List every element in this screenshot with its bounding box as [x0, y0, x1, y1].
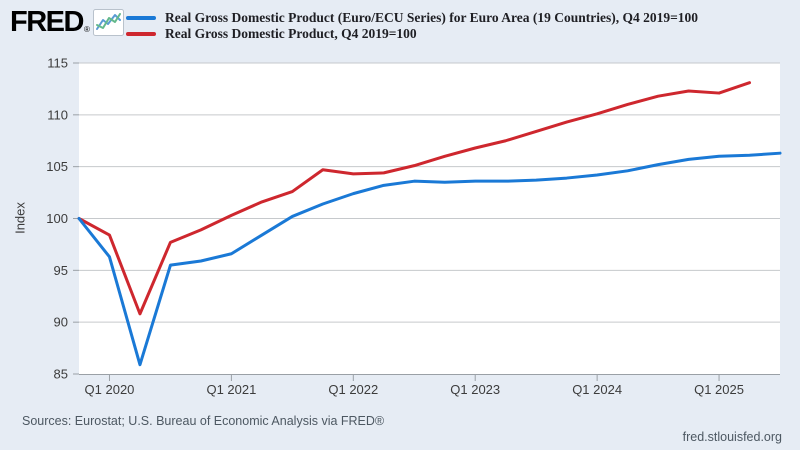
y-tick-label: 85 [54, 367, 68, 382]
sparkline-chart-icon [92, 9, 124, 36]
y-tick-label: 115 [47, 56, 68, 71]
x-tick-label: Q1 2025 [694, 382, 744, 397]
legend-swatch-euro-area [126, 16, 156, 20]
y-tick-label: 100 [46, 211, 68, 226]
chart-legend: Real Gross Domestic Product (Euro/ECU Se… [126, 10, 698, 42]
legend-swatch-us [126, 32, 156, 36]
fred-site-link[interactable]: fred.stlouisfed.org [682, 430, 782, 444]
y-tick-label: 90 [54, 315, 68, 330]
legend-item-euro-area: Real Gross Domestic Product (Euro/ECU Se… [126, 10, 698, 26]
x-tick-label: Q1 2024 [572, 382, 622, 397]
fred-logo-text: FRED [10, 6, 84, 38]
x-tick-label: Q1 2020 [85, 382, 135, 397]
fred-logo: FRED ® [10, 6, 124, 39]
legend-label-euro-area: Real Gross Domestic Product (Euro/ECU Se… [165, 10, 699, 25]
x-tick-label: Q1 2023 [450, 382, 500, 397]
registered-mark: ® [83, 25, 90, 34]
y-tick-label: 95 [54, 263, 68, 278]
x-tick-label: Q1 2022 [328, 382, 378, 397]
legend-label-us: Real Gross Domestic Product, Q4 2019=100 [165, 26, 417, 41]
x-tick-label: Q1 2021 [206, 382, 256, 397]
series-line-euro-area-gdp [77, 151, 782, 367]
y-tick-label: 105 [46, 159, 68, 174]
legend-item-us: Real Gross Domestic Product, Q4 2019=100 [126, 26, 698, 42]
gdp-line-chart: 85 90 95 100 105 110 115 Q1 2020 Q1 2021 Q1 2022 Q… [46, 56, 782, 397]
series-line-us-gdp [77, 81, 752, 316]
sources-note: Sources: Eurostat; U.S. Bureau of Econom… [22, 414, 385, 428]
y-tick-label: 110 [47, 107, 68, 122]
